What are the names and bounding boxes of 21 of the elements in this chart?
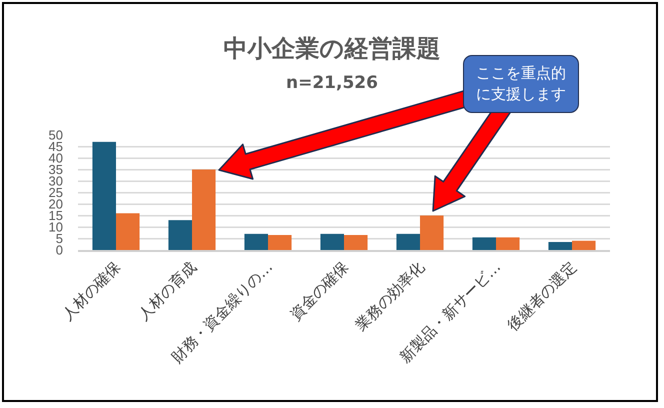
bar bbox=[320, 234, 344, 250]
bar bbox=[168, 220, 192, 250]
bar bbox=[572, 240, 596, 250]
bar bbox=[344, 235, 368, 250]
bar bbox=[472, 237, 496, 250]
x-tick-label: 資金の確保 bbox=[286, 258, 352, 324]
bar bbox=[116, 213, 140, 250]
bar bbox=[192, 170, 216, 250]
bar bbox=[548, 242, 572, 250]
bar bbox=[420, 216, 444, 250]
bar bbox=[496, 237, 520, 250]
chart-title: 中小企業の経営課題 bbox=[224, 34, 440, 62]
bar bbox=[396, 234, 420, 250]
bar bbox=[244, 234, 268, 250]
chart-subtitle: n=21,526 bbox=[286, 73, 378, 93]
x-tick-label: 人材の育成 bbox=[134, 258, 200, 324]
x-tick-label: 人材の確保 bbox=[58, 258, 124, 324]
x-tick-label: 後継者の選定 bbox=[504, 258, 580, 334]
bar bbox=[92, 142, 116, 250]
text: ここを重点的に支援します bbox=[475, 63, 567, 105]
bar bbox=[268, 235, 292, 250]
